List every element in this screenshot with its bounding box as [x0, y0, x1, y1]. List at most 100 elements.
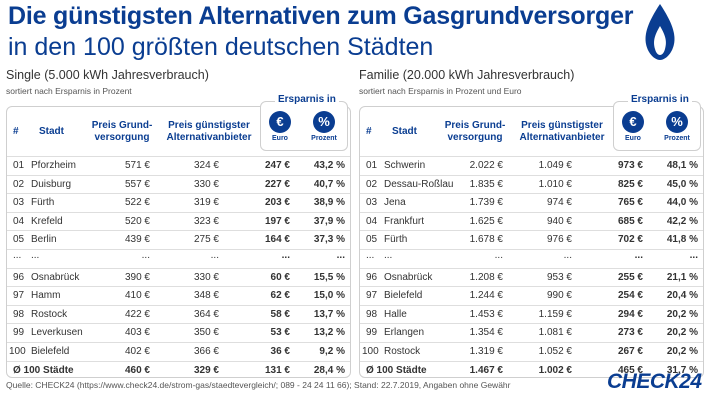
cell-savings-pct: 9,2 %: [319, 345, 345, 357]
cell-rank: 99: [366, 327, 378, 339]
table-row: 03 Jena 1.739 € 974 € 765 € 44,0 %: [360, 193, 703, 212]
cell-savings-pct: 48,1 %: [666, 160, 698, 171]
cell-alt-price: ...: [563, 249, 572, 261]
table-row: 96 Osnabrück 1.208 € 953 € 255 € 21,1 %: [360, 267, 703, 287]
cell-base-price: 402 €: [124, 345, 150, 357]
cell-base-price: 1.453 €: [469, 308, 503, 320]
header-base: Preis Grund-versorgung: [444, 120, 506, 143]
table-row: 96 Osnabrück 390 € 330 € 60 € 15,5 %: [7, 267, 350, 287]
cell-savings-pct: 20,4 %: [666, 290, 698, 302]
table-row: 98 Halle 1.453 € 1.159 € 294 € 20,2 %: [360, 304, 703, 324]
cell-rank: 100: [9, 345, 26, 357]
cell-base-price: 2.022 €: [469, 160, 503, 171]
table-row: 02 Dessau-Roßlau 1.835 € 1.010 € 825 € 45,0 %: [360, 174, 703, 194]
euro-label: Euro: [272, 135, 288, 142]
savings-box: Ersparnis in € Euro % Prozent: [613, 94, 701, 151]
header-base: Preis Grund-versorgung: [91, 120, 153, 143]
cell-savings-eur: 53 €: [270, 327, 290, 339]
cell-city: Berlin: [31, 234, 57, 246]
cell-base-price: 460 €: [124, 364, 150, 376]
header-num: #: [366, 126, 372, 137]
table-row: 01 Schwerin 2.022 € 1.049 € 973 € 48,1 %: [360, 156, 703, 175]
page-subtitle: in den 100 größten deutschen Städten: [8, 33, 434, 61]
cell-rank: 03: [13, 197, 25, 209]
cell-alt-price: 953 €: [546, 271, 572, 283]
cell-rank: 97: [13, 290, 25, 302]
cell-rank: Ø 100 Städte: [366, 364, 427, 376]
cell-rank: 03: [366, 197, 378, 209]
table-row: 99 Leverkusen 403 € 350 € 53 € 13,2 %: [7, 323, 350, 342]
cell-savings-pct: 28,4 %: [313, 364, 345, 376]
single-note: sortiert nach Ersparnis in Prozent: [6, 86, 132, 96]
cell-savings-pct: 13,2 %: [313, 327, 345, 339]
cell-savings-eur: 131 €: [264, 364, 290, 376]
cell-alt-price: 1.159 €: [538, 308, 572, 320]
cell-savings-pct: 38,9 %: [313, 197, 345, 209]
cell-city: Schwerin: [384, 160, 426, 171]
cell-rank: 96: [366, 271, 378, 283]
cell-alt-price: 319 €: [193, 197, 219, 209]
cell-alt-price: 348 €: [193, 290, 219, 302]
cell-rank: Ø 100 Städte: [13, 364, 74, 376]
cell-savings-eur: 62 €: [270, 290, 290, 302]
cell-base-price: 520 €: [124, 215, 150, 227]
cell-savings-pct: 21,1 %: [666, 271, 698, 283]
cell-city: Fürth: [384, 234, 408, 246]
euro-badge-icon: €: [269, 111, 291, 133]
cell-city: Rostock: [384, 345, 421, 357]
table-row: ..................: [360, 248, 703, 268]
euro-label: Euro: [625, 135, 641, 142]
cell-base-price: 1.678 €: [469, 234, 503, 246]
cell-savings-pct: 45,0 %: [666, 178, 698, 190]
cell-alt-price: 1.052 €: [538, 345, 572, 357]
cell-savings-eur: 294 €: [617, 308, 643, 320]
cell-alt-price: 940 €: [546, 215, 572, 227]
cell-rank: 05: [13, 234, 25, 246]
family-panel: Familie (20.000 kWh Jahresverbrauch) sor…: [359, 68, 704, 378]
percent-badge-icon: %: [313, 111, 335, 133]
header-city: Stadt: [392, 126, 417, 137]
cell-base-price: 403 €: [124, 327, 150, 339]
table-row-average: Ø 100 Städte 460 € 329 € 131 € 28,4 %: [7, 360, 350, 380]
cell-savings-pct: 15,0 %: [313, 290, 345, 302]
cell-alt-price: 330 €: [193, 178, 219, 190]
cell-base-price: 390 €: [124, 271, 150, 283]
cell-rank: 02: [366, 178, 378, 190]
cell-city: Bielefeld: [31, 345, 70, 357]
table-row: 97 Hamm 410 € 348 € 62 € 15,0 %: [7, 286, 350, 305]
table-row: 02 Duisburg 557 € 330 € 227 € 40,7 %: [7, 174, 350, 194]
cell-savings-eur: 273 €: [617, 327, 643, 339]
cell-savings-pct: 20,2 %: [666, 327, 698, 339]
cell-savings-pct: 41,8 %: [666, 234, 698, 246]
cell-savings-pct: 13,7 %: [313, 308, 345, 320]
cell-alt-price: 366 €: [193, 345, 219, 357]
page-title: Die günstigsten Alternativen zum Gasgrun…: [8, 2, 634, 30]
table-header: # Stadt Preis Grund-versorgung Preis gün…: [7, 94, 350, 155]
savings-label: Ersparnis in: [275, 94, 339, 105]
cell-base-price: 422 €: [124, 308, 150, 320]
cell-rank: 02: [13, 178, 25, 190]
table-row: 01 Pforzheim 571 € 324 € 247 € 43,2 %: [7, 156, 350, 175]
header-alt: Preis günstigster Alternativanbieter: [519, 120, 605, 143]
cell-savings-eur: 685 €: [617, 215, 643, 227]
cell-savings-pct: ...: [336, 249, 345, 261]
cell-savings-eur: 702 €: [617, 234, 643, 246]
cell-rank: 97: [366, 290, 378, 302]
cell-city: Krefeld: [31, 215, 63, 227]
cell-city: Osnabrück: [384, 271, 433, 283]
cell-savings-eur: 203 €: [264, 197, 290, 209]
cell-savings-eur: 973 €: [617, 160, 643, 171]
table-row: 04 Krefeld 520 € 323 € 197 € 37,9 %: [7, 211, 350, 231]
table-row: 03 Fürth 522 € 319 € 203 € 38,9 %: [7, 193, 350, 212]
cell-city: Frankfurt: [384, 215, 425, 227]
cell-alt-price: 1.010 €: [538, 178, 572, 190]
table-row: 05 Berlin 439 € 275 € 164 € 37,3 %: [7, 230, 350, 249]
cell-savings-eur: 60 €: [270, 271, 290, 283]
cell-savings-pct: 15,5 %: [313, 271, 345, 283]
single-table: # Stadt Preis Grund-versorgung Preis gün…: [6, 94, 351, 380]
cell-city: ...: [384, 249, 393, 261]
family-rows: 01 Schwerin 2.022 € 1.049 € 973 € 48,1 % 02 Des…: [360, 156, 703, 379]
percent-label: Prozent: [311, 135, 337, 142]
cell-savings-eur: 465 €: [617, 364, 643, 376]
table-row: 04 Frankfurt 1.625 € 940 € 685 € 42,2 %: [360, 211, 703, 231]
